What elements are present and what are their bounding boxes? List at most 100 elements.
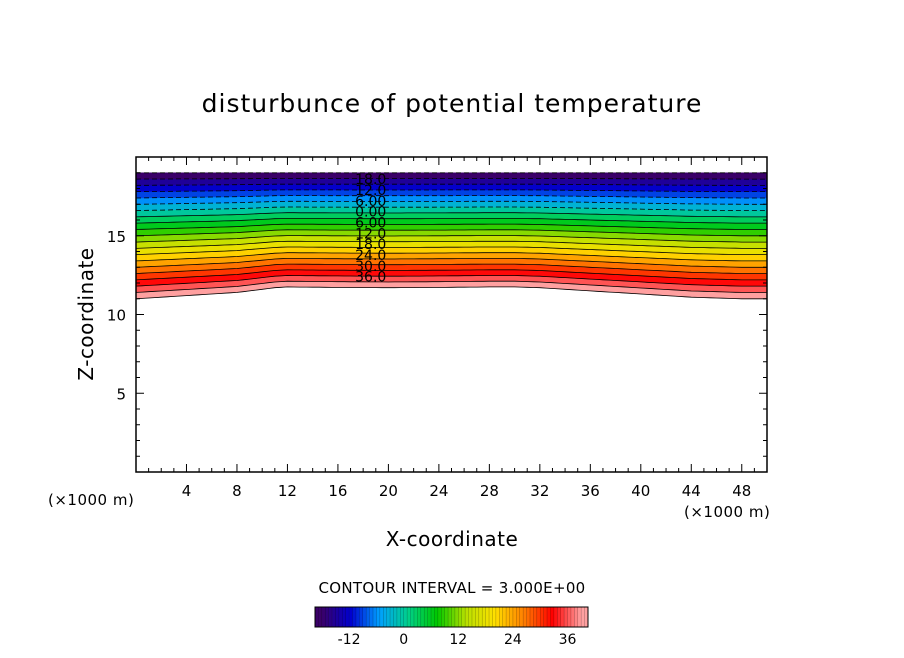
colorbar-frame — [314, 606, 589, 628]
x-unit-right: (×1000 m) — [684, 503, 770, 521]
colorbar-swatch — [499, 607, 503, 627]
contour-label: 12.0 — [355, 183, 386, 199]
colorbar-ticks: -12 0 12 24 36 — [338, 632, 577, 648]
colorbar-swatch — [560, 607, 565, 627]
colorbar-swatch — [359, 607, 364, 627]
colorbar-swatch — [373, 607, 377, 627]
x-tick-label: 32 — [530, 482, 549, 500]
x-tick-label: 40 — [631, 482, 650, 500]
colorbar-swatch — [451, 607, 456, 627]
colorbar-swatch — [390, 607, 394, 627]
contour-line — [136, 263, 767, 274]
colorbar-swatch — [325, 607, 329, 627]
colorbar-swatch — [458, 607, 463, 627]
contour-line — [136, 212, 767, 218]
colorbar-tick-label: 0 — [399, 632, 408, 648]
colorbar-swatch — [315, 607, 319, 627]
colorbar-swatch — [547, 607, 551, 627]
x-tick-label: 28 — [480, 482, 499, 500]
colorbar-swatch — [577, 607, 582, 627]
x-tick-label: 48 — [732, 482, 751, 500]
colorbar-swatch — [506, 607, 510, 627]
x-tick-label: 20 — [379, 482, 398, 500]
contour-line — [136, 218, 767, 224]
colorbar-swatch — [318, 607, 323, 627]
colorbar-tick-label: -12 — [338, 632, 361, 648]
colorbar-swatch — [485, 607, 490, 627]
x-axis-label: X-coordinate — [386, 527, 519, 551]
colorbar-swatch — [478, 607, 483, 627]
colorbar-swatch — [550, 607, 555, 627]
colorbar-swatch — [570, 607, 575, 627]
colorbar-swatch — [495, 607, 500, 627]
colorbar-swatch — [581, 607, 585, 627]
colorbar-swatch — [437, 607, 442, 627]
colorbar-swatch — [540, 607, 544, 627]
colorbar-swatch — [465, 607, 469, 627]
colorbar-swatch — [407, 607, 411, 627]
colorbar-swatch — [410, 607, 415, 627]
x-tick-label: 16 — [328, 482, 347, 500]
colorbar-swatch — [413, 607, 418, 627]
colorbar-swatch — [444, 607, 449, 627]
contour-line — [136, 223, 767, 230]
colorbar-swatch — [352, 607, 357, 627]
colorbar-swatch — [502, 607, 507, 627]
contour-label: 6.00 — [355, 216, 386, 232]
x-tick-label: 36 — [581, 482, 600, 500]
colorbar-swatch — [441, 607, 445, 627]
x-axis-ticks: 4 8 12 16 20 24 28 32 36 40 44 48 — [148, 157, 755, 500]
contour-line — [136, 275, 767, 287]
contour-label: 18.0 — [355, 237, 386, 253]
contour-label: 36.0 — [355, 270, 386, 286]
colorbar-swatch — [471, 607, 476, 627]
colorbar-swatch — [403, 607, 408, 627]
colorbar-swatch — [424, 607, 428, 627]
contour-field — [136, 172, 767, 300]
colorbar-swatch — [543, 607, 548, 627]
colorbar-swatch — [536, 607, 541, 627]
contour-line — [136, 229, 767, 237]
y-axis-label: Z-coordinate — [74, 247, 98, 380]
colorbar-swatch — [349, 607, 353, 627]
colorbar-swatch — [567, 607, 572, 627]
colorbar-swatch — [362, 607, 367, 627]
x-tick-label: 8 — [232, 482, 242, 500]
y-tick-label: 15 — [107, 228, 126, 246]
colorbar-swatch — [584, 607, 589, 627]
contour-line — [136, 280, 767, 293]
colorbar-swatch — [332, 607, 336, 627]
colorbar-swatch — [475, 607, 480, 627]
contour-line — [136, 258, 767, 268]
colorbar-swatch — [492, 607, 497, 627]
contour-label: 6.00 — [355, 194, 386, 210]
contour-label: 0.00 — [355, 205, 386, 221]
contour-line — [136, 240, 767, 249]
colorbar-swatch — [345, 607, 350, 627]
colorbar-swatch — [519, 607, 524, 627]
colorbar-swatch — [366, 607, 370, 627]
colorbar-swatch — [529, 607, 534, 627]
x-tick-label: 44 — [682, 482, 701, 500]
colorbar-tick-label: 24 — [504, 632, 522, 648]
colorbar-tick-label: 36 — [559, 632, 577, 648]
colorbar-swatch — [369, 607, 374, 627]
contour-line — [136, 269, 767, 281]
contour-label: 24.0 — [355, 248, 386, 264]
x-unit-left: (×1000 m) — [48, 491, 134, 509]
contour-line — [136, 200, 767, 205]
contour-line — [136, 178, 767, 180]
colorbar — [314, 607, 589, 627]
colorbar-swatch — [509, 607, 514, 627]
contour-interval-text: CONTOUR INTERVAL = 3.000E+00 — [318, 579, 585, 597]
chart-title: disturbunce of potential temperature — [202, 89, 703, 118]
contour-line — [136, 235, 767, 243]
contour-line — [136, 286, 767, 300]
colorbar-swatch — [564, 607, 568, 627]
colorbar-swatch — [427, 607, 432, 627]
colorbar-swatch — [557, 607, 561, 627]
colorbar-swatch — [512, 607, 517, 627]
